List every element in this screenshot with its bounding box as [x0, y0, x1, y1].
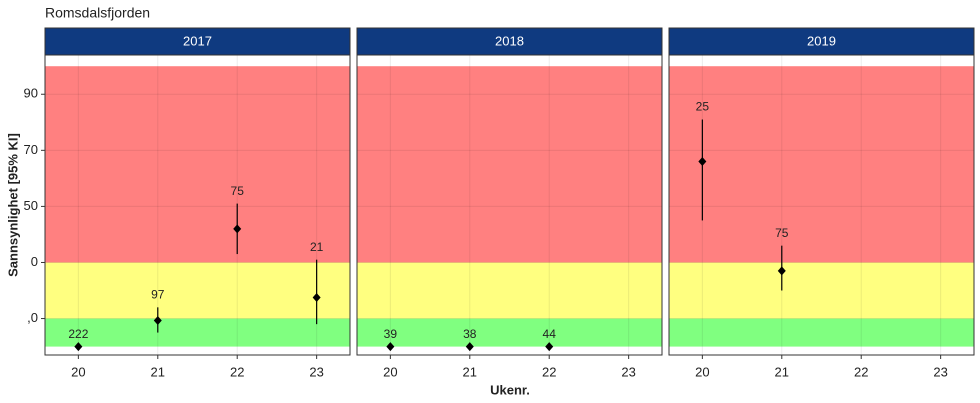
x-tick-label: 22: [542, 364, 556, 379]
x-tick-label: 22: [230, 364, 244, 379]
point: [545, 342, 554, 352]
y-tick-label: 90: [24, 86, 38, 101]
x-tick-label: 20: [383, 364, 397, 379]
x-axis-label: Ukenr.: [490, 382, 530, 397]
point: [386, 342, 395, 352]
strip: [356, 27, 663, 56]
zone: [45, 318, 350, 347]
data-label: 44: [543, 327, 557, 341]
y-axis-label: Sannsynlighet [95% KI]: [5, 133, 20, 277]
y-tick-label: 70: [24, 142, 38, 157]
x-tick-label: 20: [695, 364, 709, 379]
point: [777, 266, 786, 276]
point: [153, 316, 162, 326]
data-label: 38: [463, 327, 477, 341]
strip: [668, 27, 975, 56]
data-label: 25: [696, 100, 710, 114]
y-tick-label: 0: [31, 254, 38, 269]
point: [465, 342, 474, 352]
x-tick-label: 23: [621, 364, 635, 379]
x-tick-label: 21: [775, 364, 789, 379]
panel-border: [44, 54, 351, 356]
data-label: 21: [310, 240, 324, 254]
point: [312, 293, 321, 303]
zone: [669, 66, 974, 263]
x-tick-label: 20: [71, 364, 85, 379]
zone: [45, 66, 350, 263]
zone: [669, 262, 974, 319]
point: [233, 224, 242, 234]
x-tick-label: 23: [933, 364, 947, 379]
data-label: 75: [231, 184, 245, 198]
data-label: 39: [384, 327, 398, 341]
strip-label: 2018: [495, 33, 524, 48]
zone: [357, 66, 662, 263]
strip-label: 2019: [807, 33, 836, 48]
x-tick-label: 23: [309, 364, 323, 379]
zone: [357, 318, 662, 347]
point: [74, 342, 83, 352]
zone: [45, 262, 350, 319]
panel-border: [668, 54, 975, 356]
data-label: 222: [68, 327, 88, 341]
strip-label: 2017: [183, 33, 212, 48]
zone: [357, 262, 662, 319]
strip: [44, 27, 351, 56]
data-label: 97: [151, 288, 165, 302]
x-tick-label: 21: [151, 364, 165, 379]
y-tick-label: ,0: [27, 310, 38, 325]
data-label: 75: [775, 226, 789, 240]
y-tick-label: 50: [24, 198, 38, 213]
x-tick-label: 21: [463, 364, 477, 379]
zone: [669, 318, 974, 347]
chart-title: Romsdalsfjorden: [45, 5, 150, 21]
panel-border: [356, 54, 663, 356]
point: [698, 157, 707, 167]
x-tick-label: 22: [854, 364, 868, 379]
